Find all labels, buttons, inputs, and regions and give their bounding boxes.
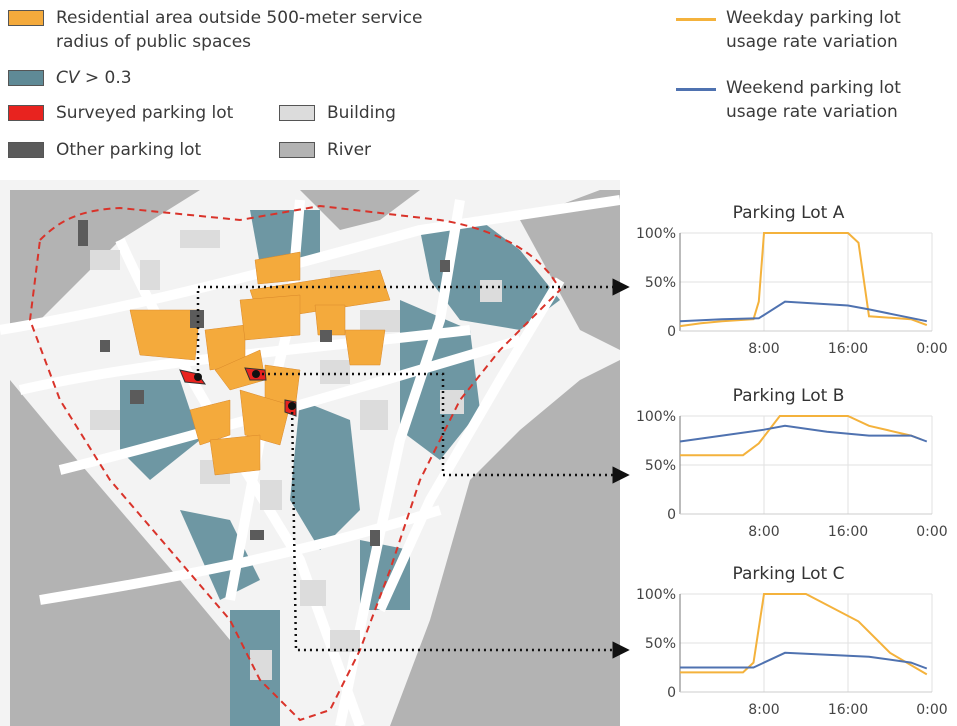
legend-cv: CV > 0.3 bbox=[8, 66, 132, 90]
chart-svg-c: 100% 50% 0 8:00 16:00 0:00 bbox=[636, 587, 948, 718]
chart-parking-lot-c: Parking Lot C 100% 50% 0 8:00 16:00 0:00 bbox=[620, 564, 957, 724]
legend-swatch-river bbox=[279, 142, 315, 158]
series-weekday-line bbox=[680, 593, 928, 676]
legend-building: Building bbox=[279, 101, 396, 125]
legend-swatch-surveyed bbox=[8, 105, 44, 121]
legend-residential: Residential area outside 500-meter servi… bbox=[8, 6, 422, 54]
y-tick-label: 0 bbox=[667, 324, 676, 340]
lot-b-dot bbox=[252, 370, 260, 378]
legend-label-river: River bbox=[327, 140, 372, 160]
series-weekend-line bbox=[680, 651, 928, 670]
y-tick-label: 0 bbox=[667, 685, 676, 701]
x-tick-label: 16:00 bbox=[828, 524, 868, 540]
y-tick-label: 50% bbox=[645, 458, 676, 474]
y-tick-label: 50% bbox=[645, 275, 676, 291]
x-tick-label: 0:00 bbox=[916, 702, 947, 718]
series-weekday-line bbox=[680, 415, 922, 457]
legend-swatch-building bbox=[279, 105, 315, 121]
x-tick-label: 8:00 bbox=[748, 524, 779, 540]
study-area-boundary bbox=[28, 204, 562, 722]
y-tick-label: 100% bbox=[636, 587, 676, 603]
x-tick-label: 8:00 bbox=[748, 702, 779, 718]
legend-swatch-cv bbox=[8, 70, 44, 86]
y-tick-label: 0 bbox=[667, 507, 676, 523]
chart-svg-b: 100% 50% 0 8:00 16:00 0:00 bbox=[636, 409, 948, 540]
series-weekday-line bbox=[679, 232, 928, 328]
chart-grid bbox=[679, 593, 933, 693]
series-weekend-line bbox=[679, 424, 928, 443]
x-tick-label: 8:00 bbox=[748, 341, 779, 357]
chart-title-c: Parking Lot C bbox=[732, 564, 845, 584]
chart-svg-a: 100% 50% 0 8:00 16:00 0:00 bbox=[636, 226, 948, 357]
legend-weekend-2: usage rate variation bbox=[726, 102, 898, 122]
legend-weekday-2: usage rate variation bbox=[726, 32, 898, 52]
legend-other: Other parking lot bbox=[8, 138, 201, 162]
chart-parking-lot-b: Parking Lot B 100% 50% 0 8:00 16:00 0:00 bbox=[620, 386, 957, 546]
legend-label-surveyed: Surveyed parking lot bbox=[56, 103, 234, 123]
series-weekend-line bbox=[679, 300, 928, 323]
legend-surveyed: Surveyed parking lot bbox=[8, 101, 233, 125]
city-map bbox=[0, 180, 620, 726]
legend-river: River bbox=[279, 138, 371, 162]
legend-label-cv-italic: CV bbox=[56, 68, 80, 88]
legend-label-other: Other parking lot bbox=[56, 140, 202, 160]
legend-label-residential-1: Residential area outside 500-meter servi… bbox=[56, 8, 423, 28]
x-tick-label: 16:00 bbox=[828, 341, 868, 357]
y-tick-label: 100% bbox=[636, 409, 676, 425]
lot-c-dot bbox=[288, 402, 296, 410]
chart-parking-lot-a: Parking Lot A 100% 50% 0 8:00 16:00 0:00 bbox=[620, 203, 957, 363]
y-tick-label: 50% bbox=[645, 636, 676, 652]
y-tick-label: 100% bbox=[636, 226, 676, 242]
legend-label-building: Building bbox=[327, 103, 396, 123]
lot-a-dot bbox=[194, 373, 202, 381]
legend-swatch-residential bbox=[8, 10, 44, 26]
chart-title-b: Parking Lot B bbox=[732, 386, 845, 406]
legend-label-cv-rest: > 0.3 bbox=[79, 68, 132, 88]
legend-weekday: Weekday parking lot usage rate variation bbox=[676, 6, 901, 54]
x-tick-label: 0:00 bbox=[916, 341, 947, 357]
chart-title-a: Parking Lot A bbox=[732, 203, 845, 223]
legend-weekday-1: Weekday parking lot bbox=[726, 8, 901, 28]
x-tick-label: 16:00 bbox=[828, 702, 868, 718]
legend-line-weekday bbox=[676, 18, 716, 21]
legend-weekend: Weekend parking lot usage rate variation bbox=[676, 76, 901, 124]
legend-weekend-1: Weekend parking lot bbox=[726, 78, 901, 98]
legend-swatch-other bbox=[8, 142, 44, 158]
x-tick-label: 0:00 bbox=[916, 524, 947, 540]
legend-line-weekend bbox=[676, 88, 716, 91]
chart-grid bbox=[679, 232, 933, 332]
legend-label-residential-2: radius of public spaces bbox=[56, 32, 252, 52]
